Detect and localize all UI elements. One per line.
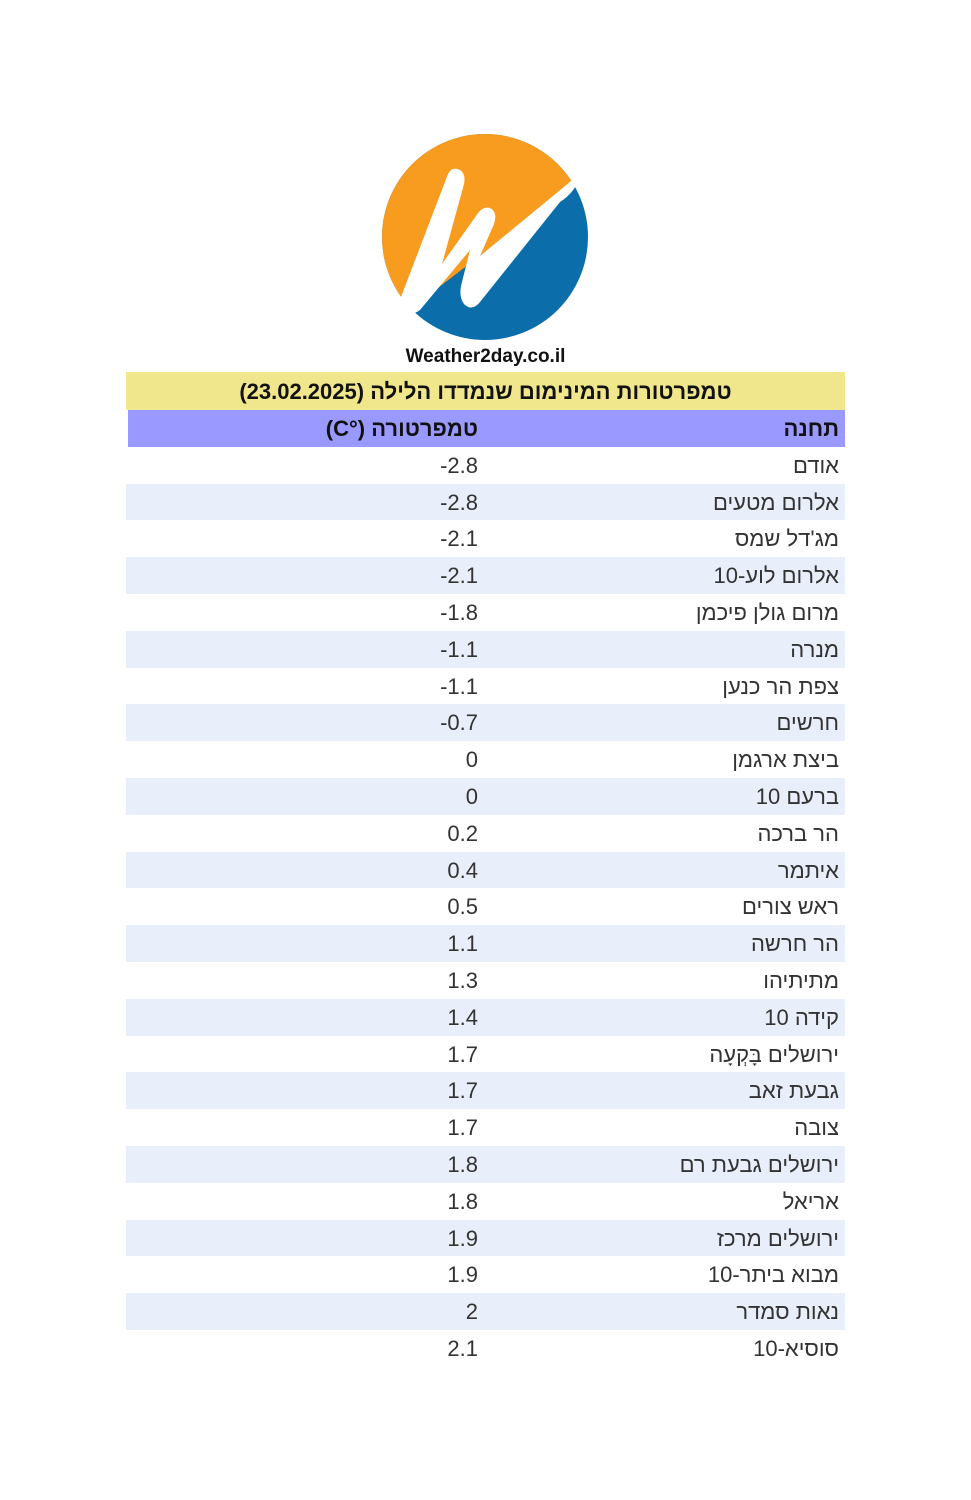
station-name: ראש צורים — [742, 894, 839, 920]
table-row: ברעם 10 0 — [126, 777, 845, 815]
station-name: צפת הר כנען — [722, 673, 839, 699]
station-name: ירושלים גבעת רם — [679, 1151, 839, 1177]
station-name: נאות סמדר — [736, 1299, 839, 1325]
header-temperature: טמפרטורה (°C) — [126, 410, 485, 447]
temperature-value: -1.1 — [440, 636, 478, 662]
temperature-value: 1.4 — [447, 1004, 478, 1030]
temperature-value: 1.7 — [447, 1041, 478, 1067]
table-row: חרשים -0.7 — [126, 704, 845, 742]
station-name: ירושלים מרכז — [716, 1225, 839, 1251]
table-row: הר חרשה 1.1 — [126, 925, 845, 962]
header-station: תחנה — [783, 416, 839, 441]
temperature-value: -2.8 — [440, 489, 478, 515]
table-row: צפת הר כנען -1.1 — [126, 668, 845, 705]
table-row: אלרום לוע-10 -2.1 — [126, 557, 845, 594]
table-row: קידה 10 1.4 — [126, 998, 845, 1036]
table-row: ירושלים גבעת רם 1.8 — [126, 1145, 845, 1183]
table-row: אודם -2.8 — [126, 447, 845, 484]
temperature-value: 1.3 — [447, 967, 478, 993]
table-row: ביצת ארגמן 0 — [126, 741, 845, 778]
table-row: גבעת זאב 1.7 — [126, 1072, 845, 1110]
station-name: צובה — [794, 1115, 839, 1141]
station-name: סוסיא-10 — [753, 1335, 839, 1361]
station-name: ירושלים בָּקְעָה — [709, 1041, 839, 1067]
temperature-value: 1.9 — [447, 1225, 478, 1251]
table-title: טמפרטורות המינימום שנמדדו הלילה (23.02.2… — [126, 372, 845, 410]
temperature-value: 1.7 — [447, 1115, 478, 1141]
station-name: הר ברכה — [757, 820, 839, 846]
temperature-value: -0.7 — [440, 710, 478, 736]
table-row: הר ברכה 0.2 — [126, 815, 845, 852]
station-name: אלרום מטעים — [712, 489, 839, 515]
temperature-value: 0 — [465, 783, 478, 809]
temperature-value: -1.1 — [440, 673, 478, 699]
station-name: מנרה — [790, 636, 839, 662]
temperature-value: 1.8 — [447, 1188, 478, 1214]
temperature-value: 1.9 — [447, 1262, 478, 1288]
temperature-value: 0.4 — [447, 857, 478, 883]
station-name: הר חרשה — [750, 931, 839, 957]
station-name: ברעם 10 — [755, 783, 839, 809]
temperature-value: 1.1 — [447, 931, 478, 957]
table-row: אריאל 1.8 — [126, 1183, 845, 1220]
station-name: מרום גולן פיכמן — [695, 599, 839, 625]
table-row: צובה 1.7 — [126, 1109, 845, 1146]
station-name: גבעת זאב — [748, 1078, 839, 1104]
table-row: מתיתיהו 1.3 — [126, 962, 845, 999]
temperature-value: 0 — [465, 747, 478, 773]
table-row: ירושלים בָּקְעָה 1.7 — [126, 1036, 845, 1073]
station-name: מתיתיהו — [763, 967, 839, 993]
table-row: מנרה -1.1 — [126, 630, 845, 668]
temperature-value: 2 — [465, 1299, 478, 1325]
table-body: אודם -2.8 אלרום מטעים -2.8 מג'דל שמס -2.1 אלרו… — [126, 447, 845, 1367]
temperature-value: -2.1 — [440, 526, 478, 552]
table-row: ירושלים מרכז 1.9 — [126, 1219, 845, 1257]
table-row: מרום גולן פיכמן -1.8 — [126, 594, 845, 631]
temperature-value: -2.1 — [440, 563, 478, 589]
table-row: אלרום מטעים -2.8 — [126, 483, 845, 521]
station-name: חרשים — [776, 710, 840, 736]
temperature-value: -1.8 — [440, 599, 478, 625]
temperature-value: -2.8 — [440, 452, 478, 478]
temperature-value: 1.7 — [447, 1078, 478, 1104]
table-row: ראש צורים 0.5 — [126, 888, 845, 925]
table-row: איתמר 0.4 — [126, 851, 845, 889]
table-row: סוסיא-10 2.1 — [126, 1330, 845, 1367]
temperature-value: 0.2 — [447, 820, 478, 846]
station-name: מבוא ביתר-10 — [707, 1262, 839, 1288]
site-name: Weather2day.co.il — [405, 346, 566, 367]
station-name: איתמר — [777, 857, 839, 883]
station-name: אודם — [793, 452, 839, 478]
min-temperature-table: טמפרטורות המינימום שנמדדו הלילה (23.02.2… — [126, 372, 845, 1367]
station-name: אריאל — [782, 1188, 839, 1214]
table-row: נאות סמדר 2 — [126, 1293, 845, 1330]
temperature-value: 2.1 — [447, 1335, 478, 1361]
weather2day-logo — [382, 134, 588, 340]
table-header-row: תחנה טמפרטורה (°C) — [126, 410, 845, 447]
station-name: קידה 10 — [764, 1004, 839, 1030]
temperature-value: 0.5 — [447, 894, 478, 920]
station-name: אלרום לוע-10 — [713, 563, 839, 589]
table-row: מבוא ביתר-10 1.9 — [126, 1256, 845, 1293]
temperature-value: 1.8 — [447, 1151, 478, 1177]
station-name: מג'דל שמס — [734, 526, 839, 552]
table-row: מג'דל שמס -2.1 — [126, 520, 845, 557]
station-name: ביצת ארגמן — [732, 747, 839, 773]
